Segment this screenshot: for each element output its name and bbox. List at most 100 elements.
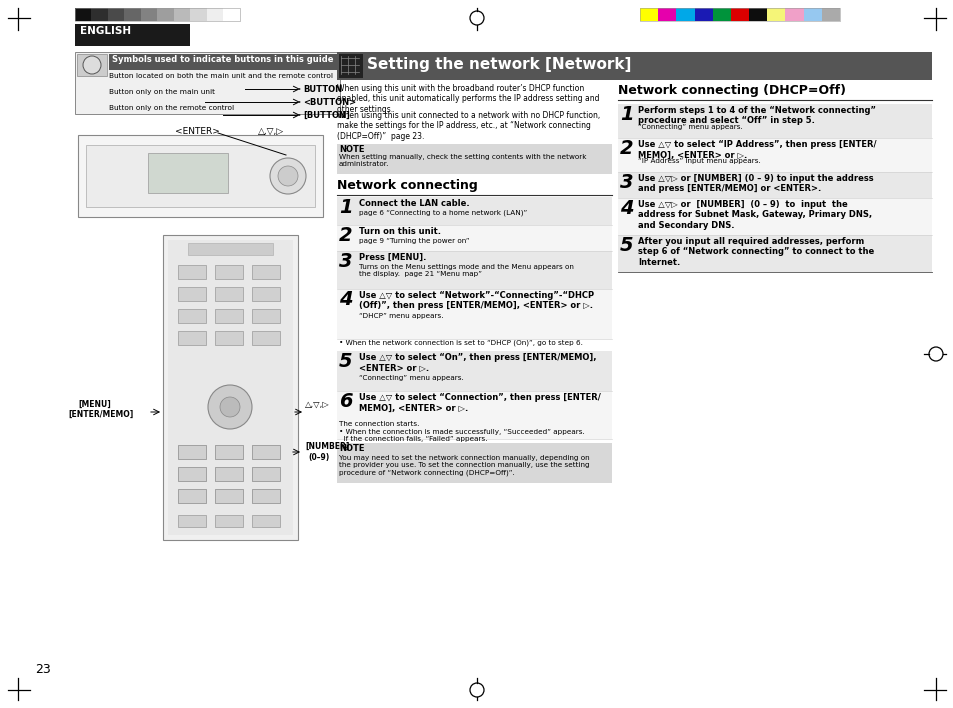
Text: Turns on the Menu settings mode and the Menu appears on
the display.  page 21 “M: Turns on the Menu settings mode and the … [358,264,574,277]
Bar [336,52,931,80]
Text: 5: 5 [619,236,633,255]
Bar [214,445,243,459]
Text: ENGLISH: ENGLISH [80,26,131,36]
Bar [178,515,206,527]
Text: Button only on the remote control: Button only on the remote control [109,105,233,111]
Text: The connection starts.: The connection starts. [338,421,419,427]
Bar [178,445,206,459]
Text: [NUMBER]: [NUMBER] [305,442,349,451]
Bar [618,138,931,172]
Bar [214,331,243,345]
Bar [336,251,612,289]
Text: [MENU]: [MENU] [78,400,111,409]
Bar [336,351,612,391]
Bar [336,391,612,439]
Bar [125,8,141,21]
Bar [252,489,280,503]
Text: 6: 6 [338,392,353,411]
Text: (0–9): (0–9) [308,453,329,462]
Bar [618,104,931,138]
Bar [188,243,273,255]
Bar [252,467,280,481]
Text: Use △▽ to select “Connection”, then press [ENTER/
MEMO], <ENTER> or ▷.: Use △▽ to select “Connection”, then pres… [358,393,600,412]
Text: 2: 2 [338,226,353,245]
Text: • When the network connection is set to “DHCP (On)”, go to step 6.: • When the network connection is set to … [338,340,582,346]
Bar [618,235,931,272]
Bar [214,489,243,503]
Bar [639,8,840,21]
Text: 4: 4 [619,199,633,218]
Bar [639,8,658,21]
Bar [712,8,730,21]
Text: When setting manually, check the setting contents with the network
administrator: When setting manually, check the setting… [338,154,586,167]
Bar [191,8,207,21]
Bar [694,8,712,21]
Text: When using this unit with the broadband router’s DHCP function
enabled, this uni: When using this unit with the broadband … [336,84,598,114]
Text: Setting the network [Network]: Setting the network [Network] [367,57,631,72]
Bar [214,309,243,323]
Bar [173,8,191,21]
Circle shape [220,397,240,417]
Text: Perform steps 1 to 4 of the “Network connecting”
procedure and select “Off” in s: Perform steps 1 to 4 of the “Network con… [638,106,875,125]
Bar [157,8,173,21]
Bar [336,289,612,339]
Bar [338,54,363,78]
Circle shape [208,385,252,429]
Bar [214,467,243,481]
Bar [658,8,676,21]
Text: <BUTTON>: <BUTTON> [303,98,355,107]
Bar [214,467,243,481]
Text: Network connecting: Network connecting [336,179,477,192]
Text: page 6 “Connecting to a home network (LAN)”: page 6 “Connecting to a home network (LA… [358,210,527,217]
Bar [336,144,612,174]
Text: 3: 3 [619,173,633,192]
Bar [214,445,243,459]
Text: “Connecting” menu appears.: “Connecting” menu appears. [358,375,463,381]
Text: BUTTON: BUTTON [303,85,342,94]
Text: Button only on the main unit: Button only on the main unit [109,89,214,95]
Bar [109,54,337,70]
Bar [178,331,206,345]
Bar [178,467,206,481]
Text: 4: 4 [338,290,353,309]
Bar [214,489,243,503]
Bar [91,8,108,21]
Bar [252,331,280,345]
Circle shape [83,56,101,74]
Text: 2: 2 [619,139,633,158]
Bar [252,309,280,323]
Text: 5: 5 [338,352,353,371]
Bar [75,52,339,114]
Bar [223,8,240,21]
Text: Turn on this unit.: Turn on this unit. [358,227,440,236]
Bar [178,489,206,503]
Text: Use △▽ to select “On”, then press [ENTER/MEMO],
<ENTER> or ▷.: Use △▽ to select “On”, then press [ENTER… [358,353,596,372]
Text: “IP Address” input menu appears.: “IP Address” input menu appears. [638,158,760,164]
Bar [676,8,694,21]
Bar [748,8,766,21]
Text: When using this unit connected to a network with no DHCP function,
make the sett: When using this unit connected to a netw… [336,111,599,141]
Circle shape [270,158,306,194]
Text: After you input all required addresses, perform
step 6 of “Network connecting” t: After you input all required addresses, … [638,237,873,267]
Bar [148,153,228,193]
Bar [618,198,931,235]
Bar [252,467,280,481]
Bar [821,8,840,21]
Text: “DHCP” menu appears.: “DHCP” menu appears. [358,313,443,319]
Text: “Connecting” menu appears.: “Connecting” menu appears. [638,124,742,130]
Bar [108,8,125,21]
Bar [252,287,280,301]
Bar [178,467,206,481]
Bar [252,515,280,527]
Text: Use △▽ to select “IP Address”, then press [ENTER/
MEMO], <ENTER> or ▷.: Use △▽ to select “IP Address”, then pres… [638,140,876,159]
Bar [178,265,206,279]
Text: Use △▽ to select “Network”-“Connecting”-“DHCP
(Off)”, then press [ENTER/MEMO], <: Use △▽ to select “Network”-“Connecting”-… [358,291,594,310]
Bar [163,235,297,540]
Bar [77,54,107,76]
Text: Use △▽▷ or [NUMBER] (0 – 9) to input the address
and press [ENTER/MEMO] or <ENTE: Use △▽▷ or [NUMBER] (0 – 9) to input the… [638,174,873,193]
Text: Network connecting (DHCP=Off): Network connecting (DHCP=Off) [618,84,845,97]
Text: △,▽,▷: △,▽,▷ [305,400,330,409]
Bar [78,135,323,217]
Bar [252,445,280,459]
Bar [207,8,223,21]
